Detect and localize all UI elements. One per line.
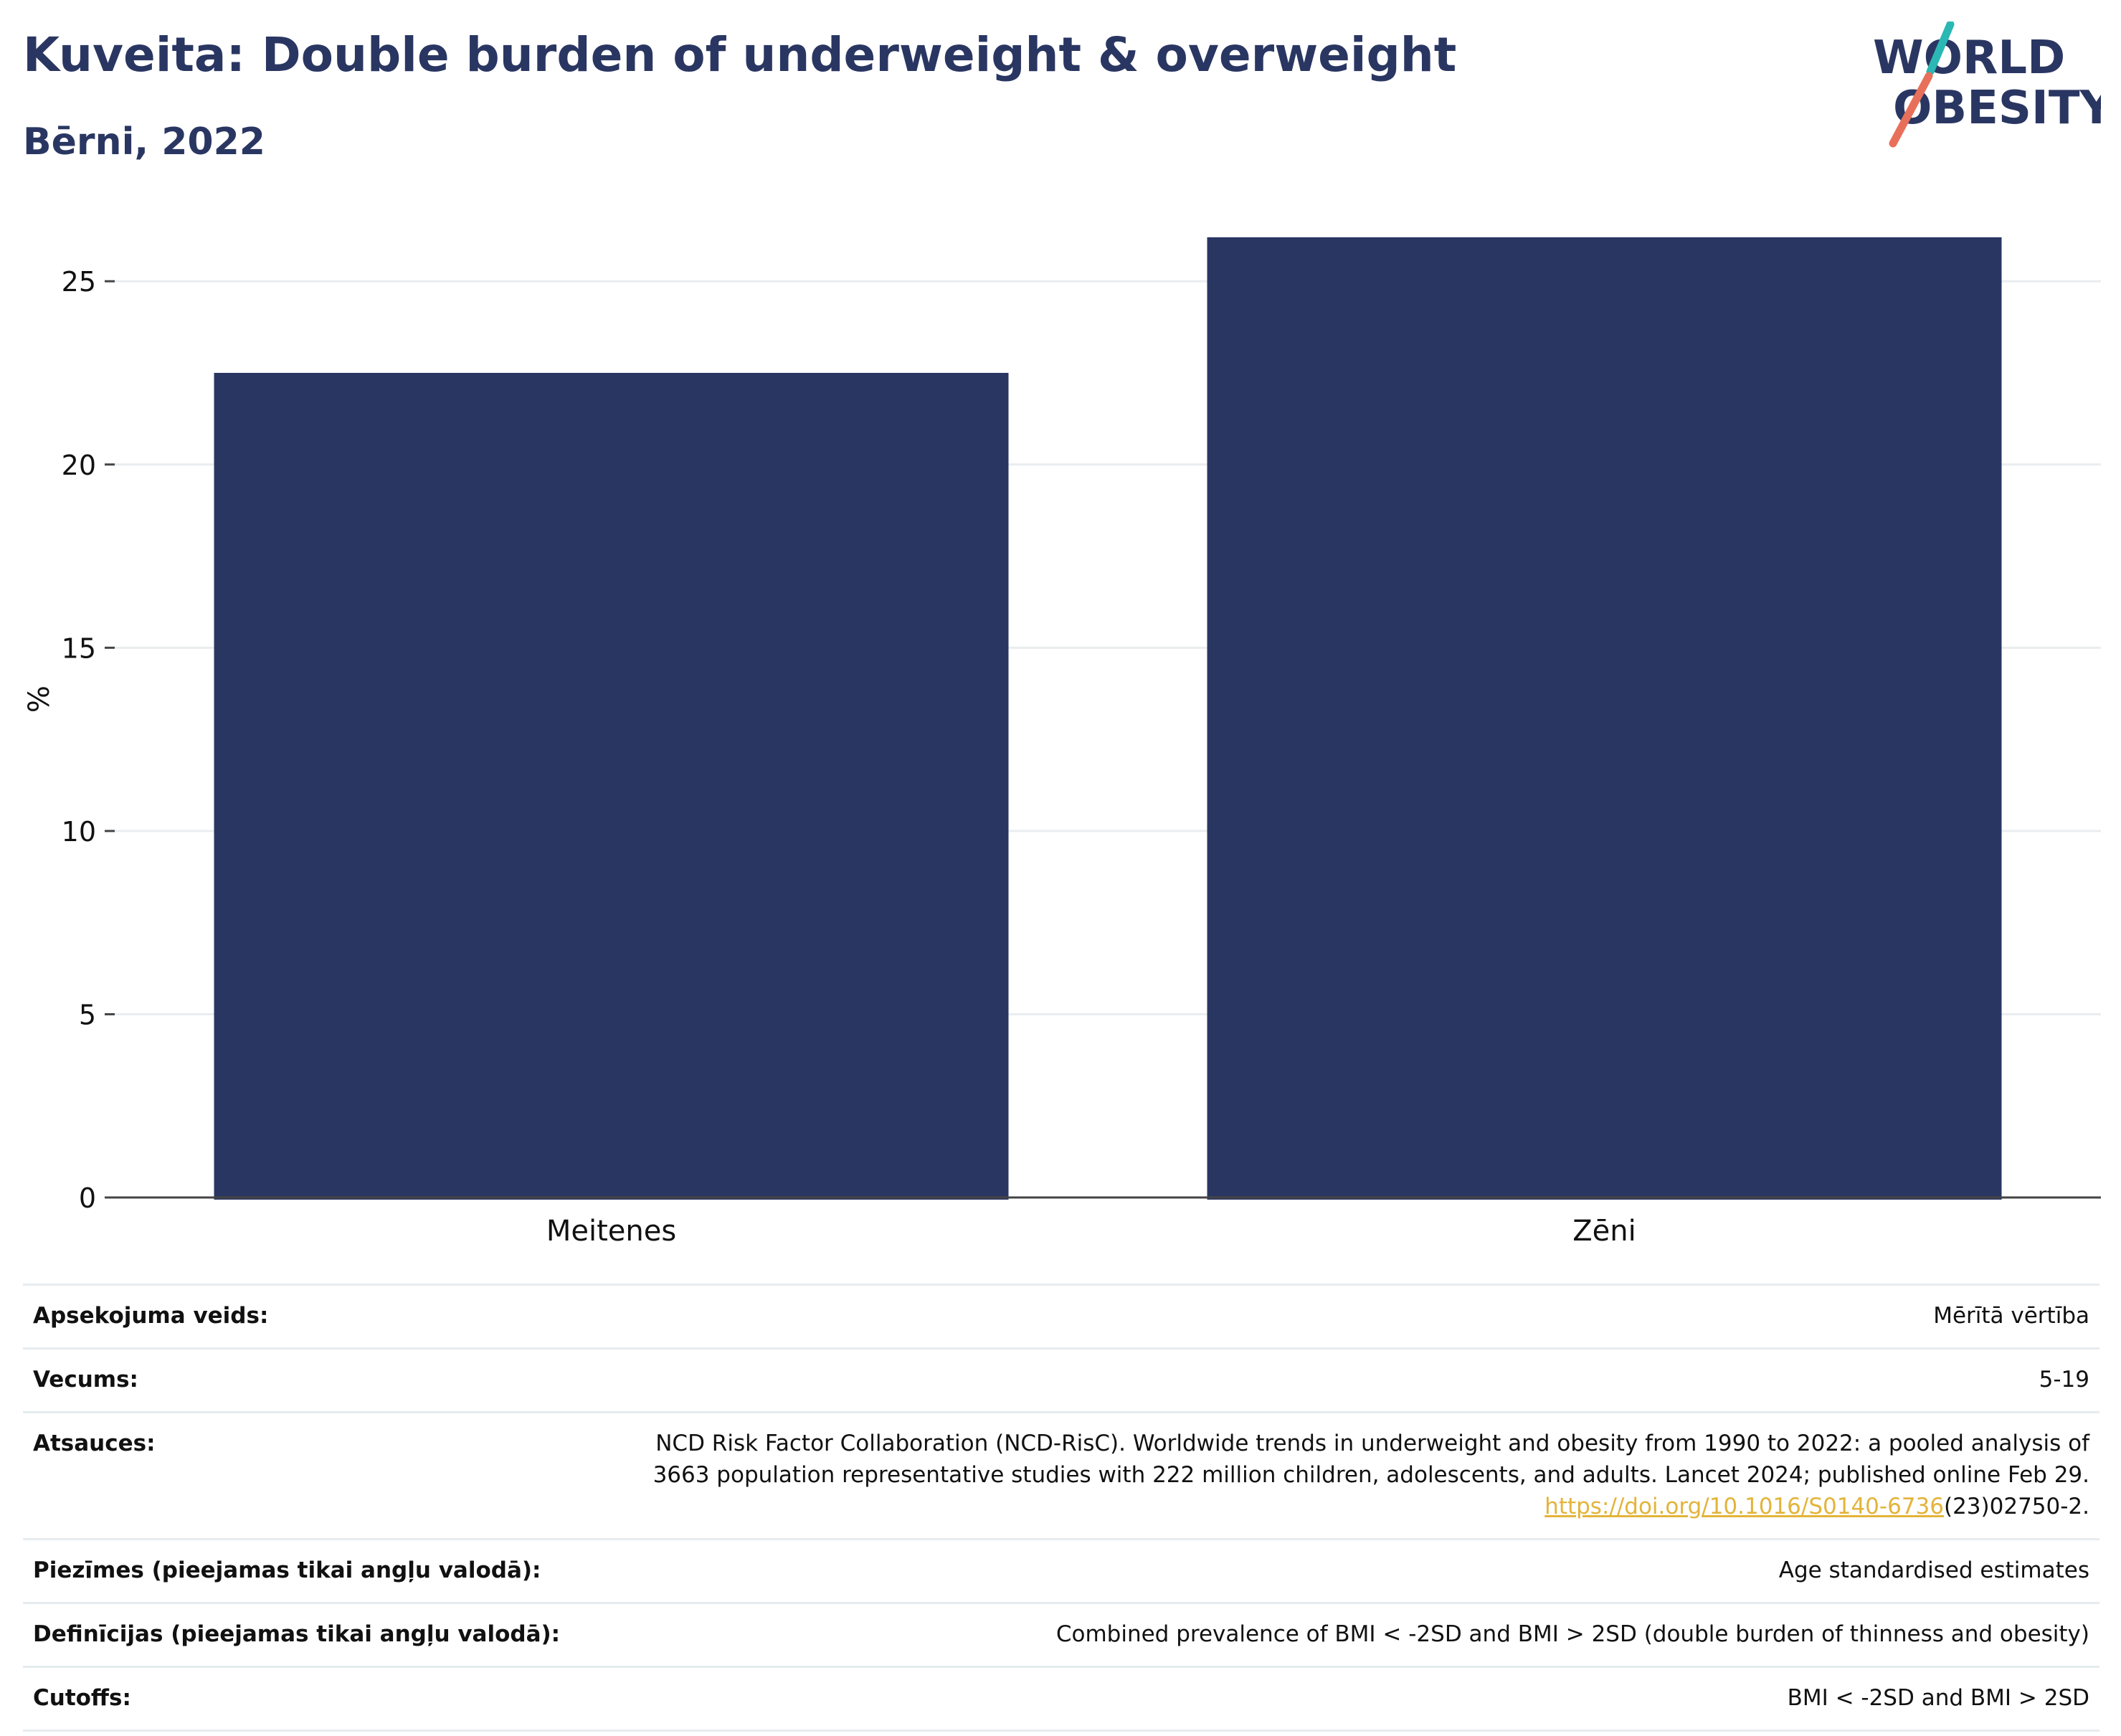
meta-value-references: NCD Risk Factor Collaboration (NCD-RisC)… (184, 1428, 2089, 1522)
world-obesity-logo: WORLD OBESITY (1873, 22, 2101, 148)
meta-label: Definīcijas (pieejamas tikai angļu valod… (33, 1621, 561, 1647)
axes: 0 5 10 15 20 25 Meitenes Zēni (62, 266, 2101, 1248)
y-axis-label: % (23, 686, 56, 713)
meta-row-definitions: Definīcijas (pieejamas tikai angļu valod… (23, 1602, 2099, 1666)
meta-label: Apsekojuma veids: (33, 1303, 269, 1329)
meta-value: Age standardised estimates (1778, 1557, 2089, 1583)
meta-row-notes: Piezīmes (pieejamas tikai angļu valodā):… (23, 1538, 2099, 1602)
chart-title: Kuveita: Double burden of underweight & … (23, 27, 1457, 82)
y-tick-label: 0 (79, 1182, 96, 1214)
meta-row-cutoffs: Cutoffs: BMI < -2SD and BMI > 2SD (23, 1666, 2099, 1732)
meta-label: Vecums: (33, 1367, 138, 1393)
bar-meitenes (214, 373, 1009, 1200)
meta-row-references: Atsauces: NCD Risk Factor Collaboration … (23, 1411, 2099, 1538)
meta-row-survey-type: Apsekojuma veids: Mērītā vērtība (23, 1284, 2099, 1347)
reference-line-2: 3663 population representative studies w… (653, 1462, 2089, 1488)
y-tick-label: 5 (79, 999, 96, 1030)
doi-link[interactable]: https://doi.org/10.1016/S0140-6736 (1545, 1494, 1944, 1519)
logo-text-world: WORLD (1873, 32, 2065, 85)
doi-suffix: (23)02750-2. (1943, 1494, 2089, 1519)
y-tick-label: 10 (62, 816, 96, 848)
metadata-table: Apsekojuma veids: Mērītā vērtība Vecums:… (23, 1284, 2099, 1732)
meta-row-age: Vecums: 5-19 (23, 1347, 2099, 1411)
meta-value: 5-19 (2039, 1367, 2089, 1393)
x-tick-label: Meitenes (546, 1215, 676, 1248)
y-tick-label: 20 (62, 450, 96, 481)
meta-value: Combined prevalence of BMI < -2SD and BM… (1055, 1621, 2089, 1647)
bars (214, 237, 2002, 1200)
bar-chart: 0 5 10 15 20 25 Meitenes Zēni % (23, 237, 2101, 1248)
y-tick-label: 25 (62, 266, 96, 298)
reference-line-1: NCD Risk Factor Collaboration (NCD-RisC)… (655, 1431, 2089, 1456)
logo-slash-top (1926, 22, 1955, 76)
x-tick-label: Zēni (1572, 1215, 1636, 1248)
logo-slash-bottom (1889, 72, 1933, 148)
meta-label: Cutoffs: (33, 1685, 131, 1711)
meta-value: BMI < -2SD and BMI > 2SD (1787, 1685, 2089, 1711)
y-tick-label: 15 (62, 632, 96, 664)
meta-label: Atsauces: (33, 1431, 156, 1456)
chart-subtitle: Bērni, 2022 (23, 120, 265, 163)
meta-value: Mērītā vērtība (1933, 1303, 2089, 1329)
meta-label: Piezīmes (pieejamas tikai angļu valodā): (33, 1557, 541, 1583)
bar-zeni (1207, 237, 2002, 1200)
logo-text-obesity: OBESITY (1893, 82, 2101, 135)
